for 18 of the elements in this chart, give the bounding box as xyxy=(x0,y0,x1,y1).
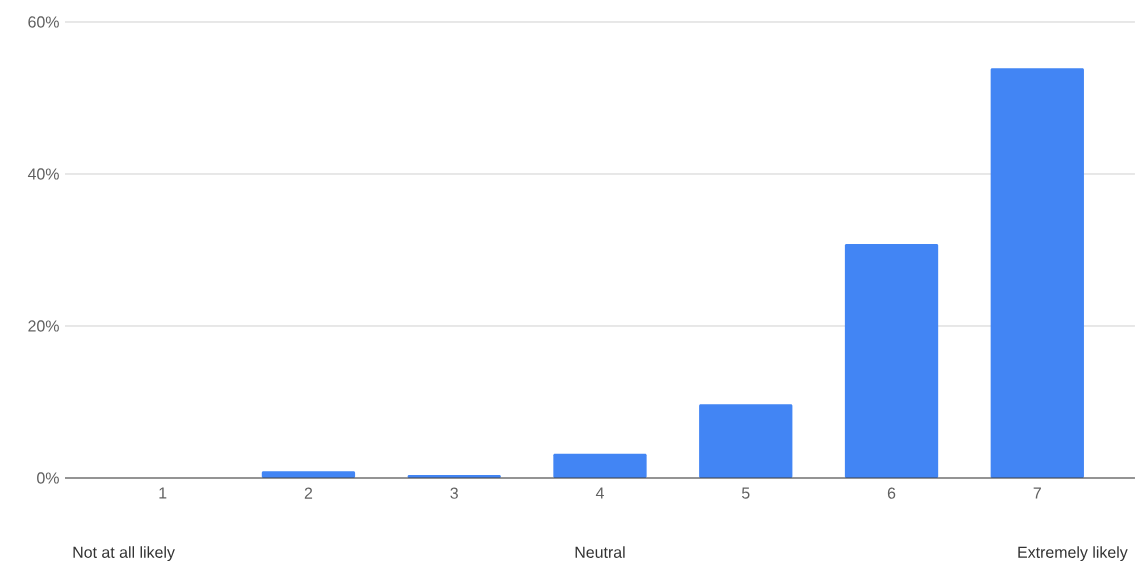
bar xyxy=(990,68,1084,478)
bar xyxy=(553,453,647,478)
x-tick-label: 2 xyxy=(304,487,313,499)
y-tick-label: 40% xyxy=(27,168,59,180)
x-tick-label: 5 xyxy=(741,487,750,499)
x-tick-label: 7 xyxy=(1033,487,1041,499)
y-tick-label: 20% xyxy=(28,320,59,332)
x-tick-label: 4 xyxy=(595,487,604,499)
text: Extremely likely xyxy=(1018,546,1128,562)
text: Not at all likely xyxy=(73,546,175,562)
x-tick-label: 3 xyxy=(450,487,458,499)
bar xyxy=(844,243,939,478)
bar xyxy=(699,404,793,478)
x-tick-label: 1 xyxy=(159,487,167,499)
y-tick-label: 0% xyxy=(37,472,59,484)
text: Neutral xyxy=(575,546,625,558)
x-tick-label: 6 xyxy=(887,487,896,499)
y-tick-label: 60% xyxy=(28,16,59,28)
